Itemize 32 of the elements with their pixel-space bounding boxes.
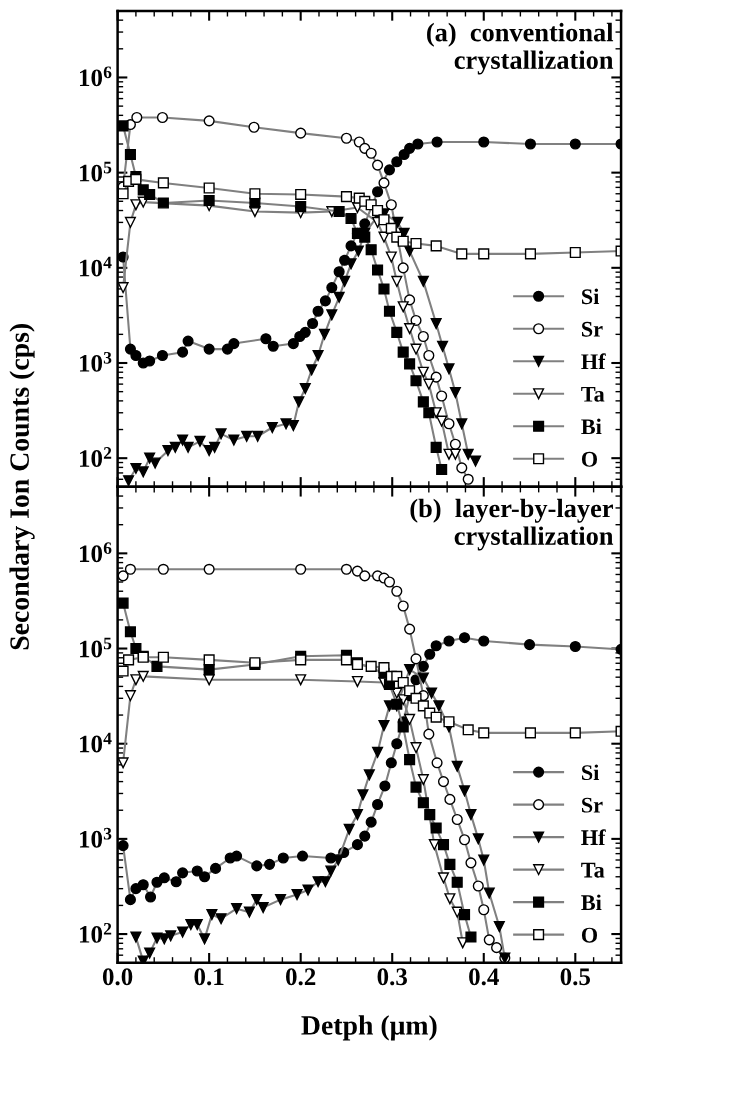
legend-label: Bi [581, 418, 602, 435]
y-tick-label: 10$^{5}$ [79, 161, 112, 182]
x-tick-label: 0.4 [469, 968, 499, 986]
legend-label: Hf [581, 353, 606, 370]
y-tick-label: 10$^{5}$ [79, 637, 112, 658]
y-tick-label: 10$^{3}$ [79, 827, 112, 848]
x-tick-label: 0.1 [194, 968, 224, 986]
x-axis-title: Detph (μm) [301, 1015, 437, 1041]
annotation: (b) layer-by-layer crystallization [410, 498, 614, 551]
legend-label: Hf [581, 829, 606, 845]
y-tick-label: 10$^{2}$ [79, 447, 112, 467]
legend-label: Ta [581, 862, 605, 878]
x-tick-label: 0.5 [560, 968, 591, 986]
x-tick-label: 0.3 [377, 968, 407, 986]
y-tick-label: 10$^{6}$ [79, 542, 112, 563]
y-tick-label: 10$^{3}$ [79, 351, 112, 372]
legend-label: O [581, 927, 598, 943]
legend-label: Si [582, 764, 600, 781]
legend-label: Si [582, 288, 600, 305]
y-tick-label: 10$^{4}$ [79, 732, 112, 753]
legend-label: Sr [582, 321, 603, 337]
y-tick-label: 10$^{2}$ [79, 922, 112, 943]
y-tick-label: 10$^{6}$ [79, 66, 112, 87]
x-tick-label: 0.0 [102, 968, 133, 986]
legend-label: Sr [582, 797, 603, 813]
legend-label: O [581, 451, 598, 467]
y-axis-title: Secondary Ion Counts (cps) [9, 324, 35, 650]
annotation: (a) conventional crystallization [427, 22, 614, 75]
legend-label: Ta [581, 386, 605, 402]
y-tick-label: 10$^{4}$ [79, 256, 112, 277]
legend-label: Bi [581, 894, 602, 910]
x-tick-label: 0.2 [286, 968, 316, 986]
